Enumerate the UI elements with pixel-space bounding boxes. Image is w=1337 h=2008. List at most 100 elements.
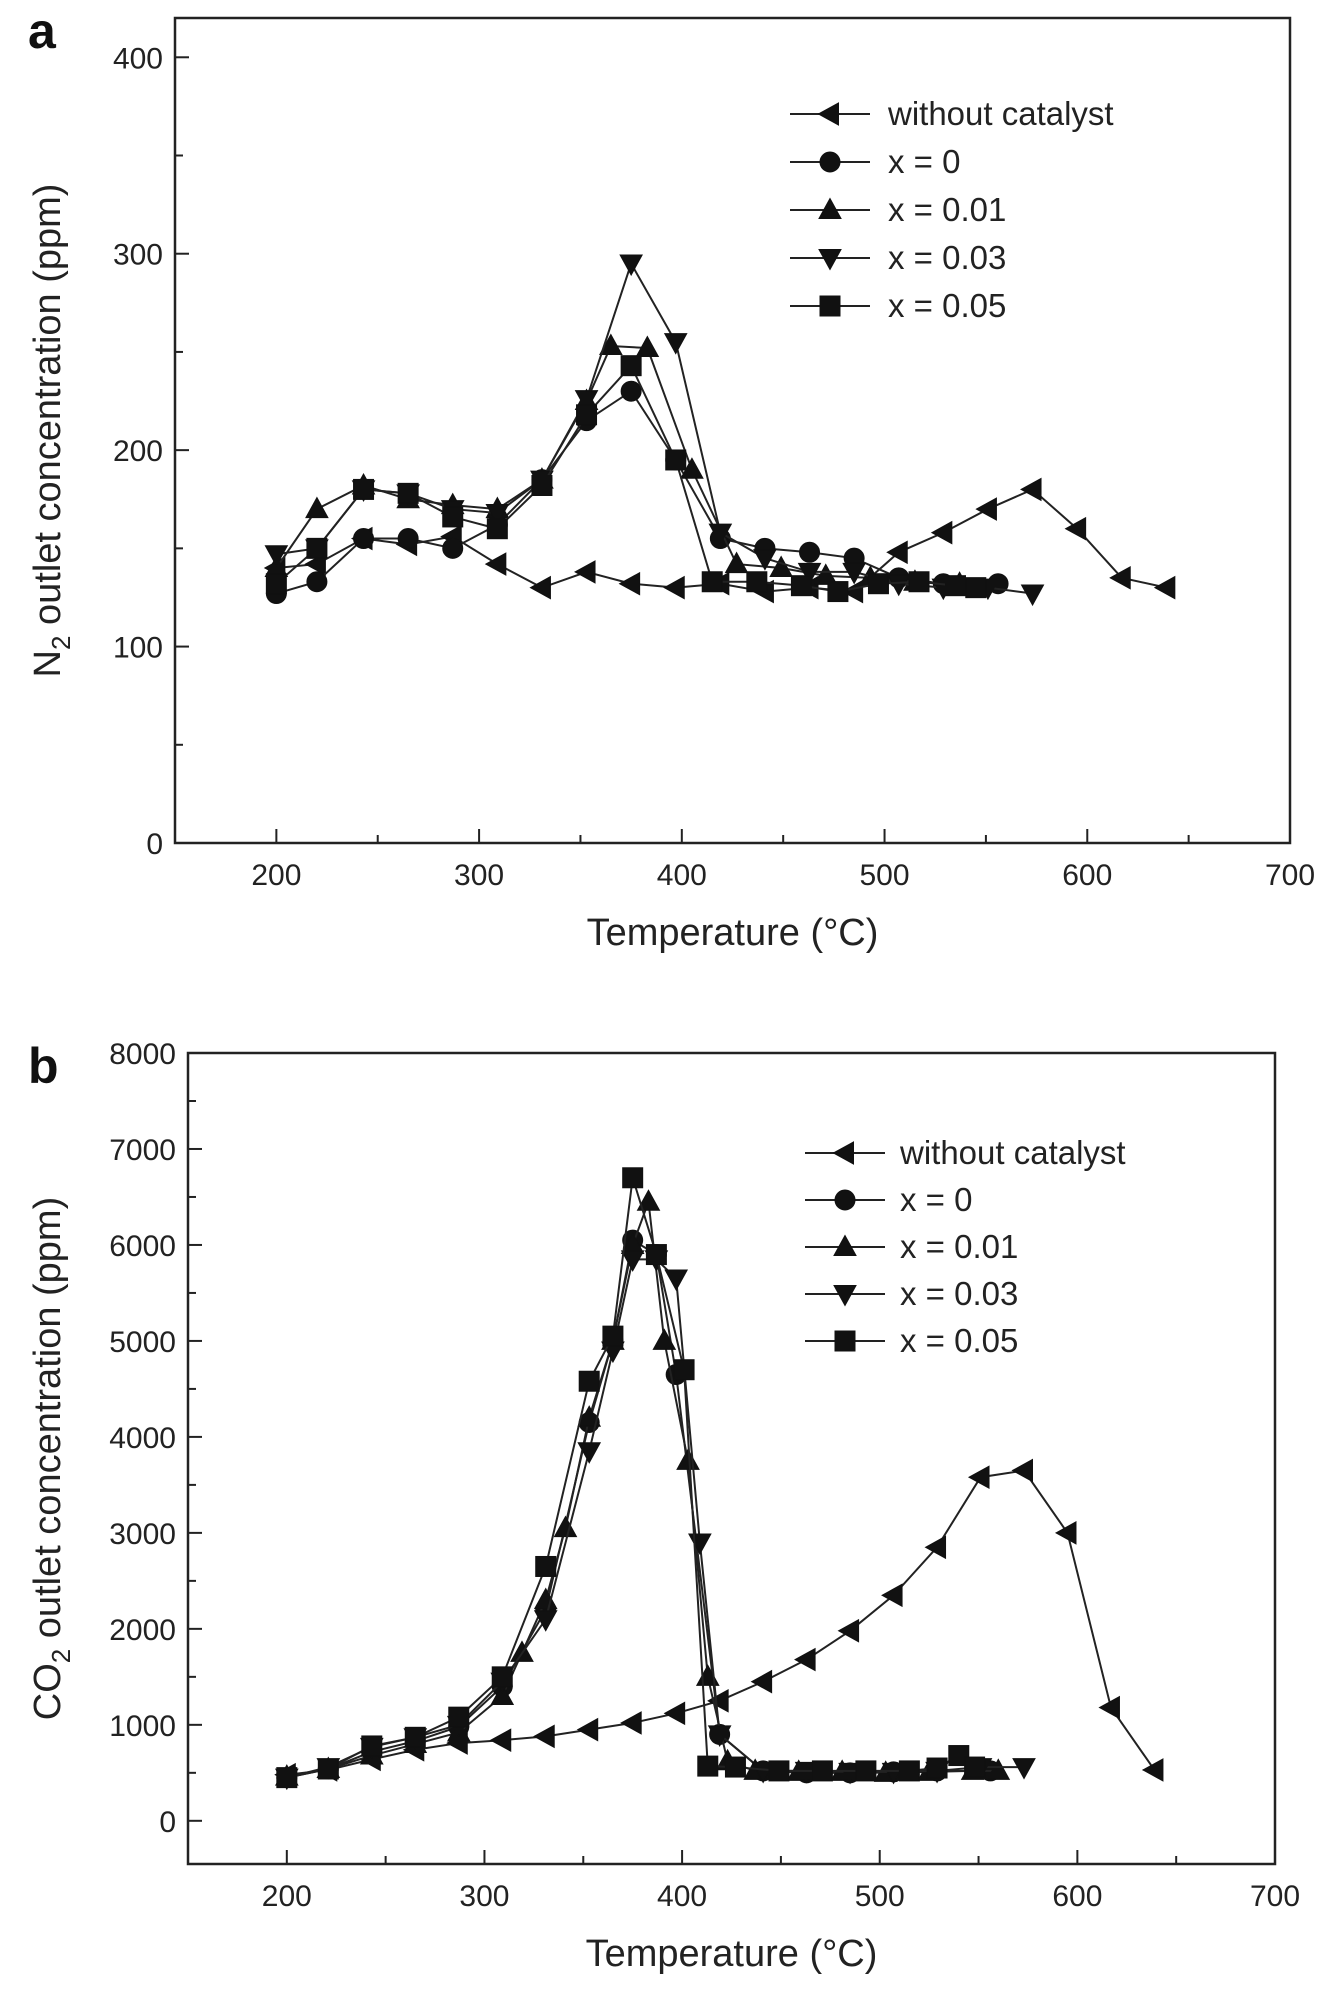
data-point [404,1726,426,1748]
x-tick-label-700: 700 [1250,1880,1300,1913]
series-x-0-05 [265,355,987,603]
data-point [663,575,685,600]
legend-label: x = 0.03 [900,1275,1018,1312]
data-point [620,380,642,402]
data-point [264,545,289,567]
data-point [577,1405,602,1427]
data-point [924,1535,947,1560]
data-point [397,528,419,550]
data-point [489,1728,512,1753]
legend-label: x = 0.01 [888,191,1006,228]
data-point [1098,1695,1120,1720]
data-point [724,551,749,574]
data-point [886,574,911,597]
x-tick-label-300: 300 [454,859,504,892]
legend: without catalyst x = 0 x = 0.01 x = 0.03 x =… [790,95,1114,324]
data-point [620,355,642,377]
legend-marker [819,151,841,173]
data-point [881,1583,903,1608]
data-point [663,333,688,355]
legend-label: x = 0.05 [888,287,1006,324]
data-point [930,520,953,545]
data-point [353,528,375,550]
data-point [708,523,733,546]
legend-item-x-0-03: x = 0.03 [790,239,1006,276]
y-tick-label-1000: 1000 [109,1710,176,1743]
data-point [577,1442,602,1464]
data-point [491,1666,513,1688]
data-point [485,504,510,526]
data-point [553,1515,578,1538]
data-point [636,1189,661,1211]
series-line-x-0 [286,1238,991,1779]
plot-frame [186,1051,1277,1866]
y-tick-label-200: 200 [113,435,163,468]
legend-marker [834,1189,856,1211]
panel-letter: b [28,1038,59,1094]
data-point [948,1745,970,1767]
legend-marker [833,1285,857,1307]
data-point [673,1359,695,1381]
data-point [1019,477,1042,502]
legend-marker [818,249,842,271]
data-point [602,1325,624,1347]
data-point [306,571,328,593]
data-point [724,1756,746,1778]
data-point [622,1167,644,1189]
data-point [486,518,508,540]
data-point [573,560,596,584]
legend-marker [817,102,839,126]
data-point [797,562,822,585]
data-point [1011,1458,1034,1483]
x-tick-label-500: 500 [860,859,910,892]
series-x-0-05 [276,1167,986,1789]
legend-item-without-catalyst: without catalyst [790,95,1114,132]
x-tick-label-600: 600 [1062,859,1112,892]
data-point [1054,1521,1077,1545]
data-point [535,1555,557,1577]
data-point [619,254,643,277]
data-point [1109,565,1131,590]
data-point [618,571,641,596]
data-point [695,1664,720,1686]
data-point [276,1767,298,1789]
data-point [578,1370,600,1392]
y-axis-label: N2 outlet concentration (ppm) [27,184,76,678]
data-point [442,537,464,559]
series-x-0-01 [264,333,972,593]
data-point [645,1244,667,1266]
x-tick-label-200: 200 [262,1880,312,1913]
x-tick-label-300: 300 [459,1880,509,1913]
legend-marker [818,197,842,219]
data-point [697,1755,719,1777]
data-point [855,1760,877,1782]
data-point [448,1706,470,1728]
y-tick-label-5000: 5000 [109,1326,176,1359]
data-point [842,562,866,585]
y-tick-label-400: 400 [113,42,163,75]
data-point [945,575,966,597]
legend-item-x-0: x = 0 [805,1181,972,1218]
x-tick-label-400: 400 [657,1880,707,1913]
data-point [306,537,328,559]
data-point [510,1640,534,1662]
data-point [576,404,598,426]
data-point [813,563,838,585]
legend-label: without catalyst [899,1134,1126,1171]
data-point [769,555,794,577]
data-point [1064,516,1087,541]
data-point [1141,1758,1164,1782]
x-tick-label-500: 500 [855,1880,905,1913]
y-tick-label-300: 300 [113,239,163,272]
data-point [790,575,812,597]
legend-marker [834,1330,856,1352]
data-point [1153,575,1176,600]
y-tick-label-4000: 4000 [109,1422,176,1455]
data-point [442,506,464,528]
data-point [490,1683,515,1706]
data-point [867,573,889,595]
data-point [652,1328,677,1350]
legend-item-x-0-05: x = 0.05 [790,287,1006,324]
data-point [886,540,908,565]
